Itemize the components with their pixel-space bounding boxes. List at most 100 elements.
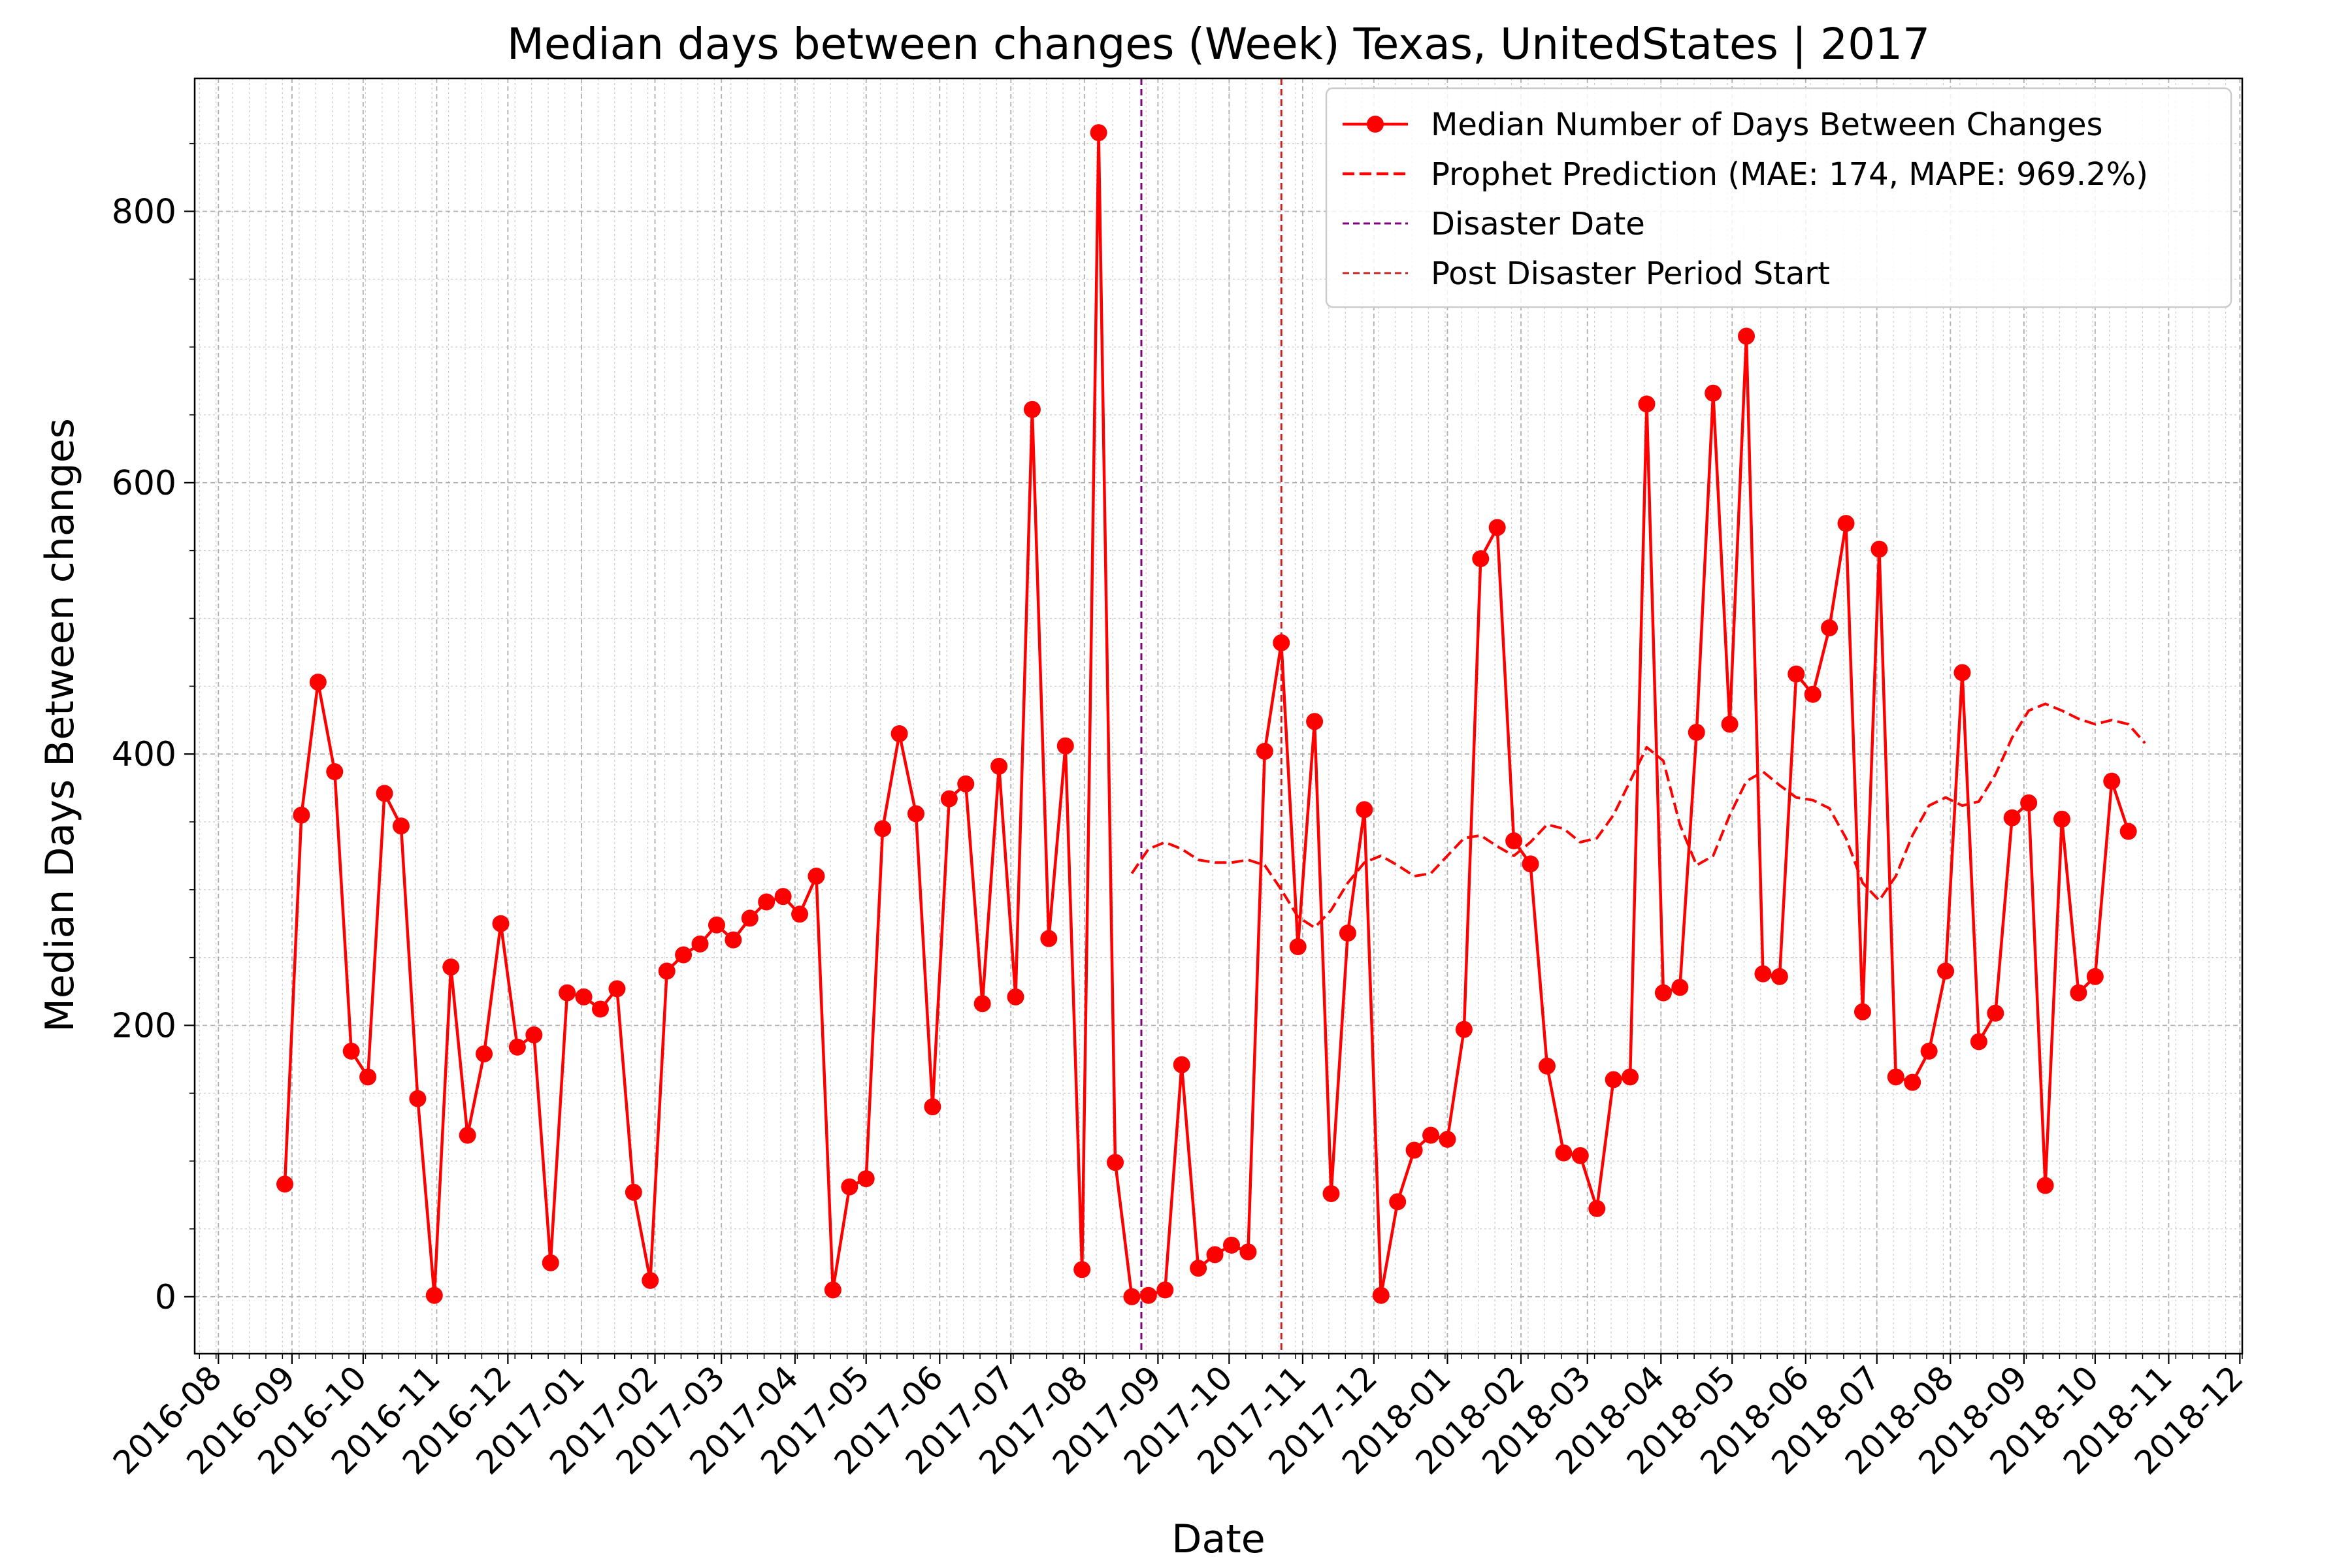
data-point: [1073, 1261, 1091, 1279]
y-tick-label: 800: [112, 193, 176, 232]
data-point: [1056, 737, 1074, 755]
data-point: [990, 757, 1008, 775]
data-point: [1488, 519, 1506, 536]
data-point: [276, 1175, 293, 1193]
data-point: [1671, 979, 1689, 996]
data-point: [2086, 968, 2104, 985]
data-point: [924, 1098, 941, 1116]
data-point: [1821, 619, 1838, 637]
data-point: [725, 931, 742, 949]
reference-lines: [1140, 78, 1282, 1354]
y-tick-label: 600: [112, 464, 176, 503]
data-point: [1455, 1021, 1473, 1038]
series-line-0: [283, 131, 2130, 1299]
data-point: [1505, 832, 1523, 850]
data-point: [625, 1183, 642, 1201]
data-point: [1987, 1004, 2004, 1022]
data-point: [309, 674, 327, 691]
data-point: [1389, 1193, 1407, 1211]
data-point: [2103, 772, 2121, 790]
data-point: [591, 1000, 609, 1018]
data-point: [1372, 1286, 1390, 1304]
data-point: [1239, 1243, 1257, 1261]
series-layer: [276, 124, 2146, 1305]
data-point: [1588, 1200, 1606, 1217]
data-point: [940, 790, 958, 808]
data-point: [326, 763, 344, 781]
data-point: [1123, 1288, 1141, 1305]
data-point: [691, 935, 709, 953]
data-point: [1654, 984, 1672, 1002]
data-point: [957, 775, 975, 792]
data-point: [359, 1068, 377, 1086]
data-point: [907, 805, 924, 823]
data-point: [608, 980, 626, 998]
plot-frame: [193, 77, 2244, 1355]
data-point: [1953, 664, 1971, 681]
data-point: [293, 806, 310, 824]
data-point: [2053, 810, 2071, 828]
data-point: [808, 868, 825, 885]
data-point: [874, 820, 892, 838]
data-point: [1090, 124, 1107, 142]
data-point: [1190, 1260, 1207, 1277]
data-point: [658, 962, 676, 980]
data-point: [758, 893, 776, 911]
data-point: [791, 906, 809, 923]
data-point: [2036, 1177, 2054, 1194]
data-point: [508, 1038, 526, 1056]
data-point: [1522, 855, 1539, 873]
data-point: [425, 1286, 443, 1304]
data-point: [559, 984, 576, 1002]
data-point: [2003, 809, 2021, 826]
data-point: [1173, 1056, 1190, 1073]
legend-label: Prophet Prediction (MAE: 174, MAPE: 969.…: [1431, 156, 2148, 193]
data-point: [1007, 988, 1024, 1005]
data-point: [1472, 550, 1490, 568]
data-point: [1605, 1071, 1622, 1088]
data-point: [1771, 968, 1788, 985]
legend-label: Median Number of Days Between Changes: [1431, 106, 2103, 143]
data-point: [442, 958, 460, 976]
data-point: [1887, 1068, 1904, 1086]
data-point: [774, 888, 792, 906]
data-point: [492, 915, 510, 932]
data-point: [675, 946, 693, 964]
data-point: [890, 725, 908, 742]
data-point: [476, 1045, 493, 1063]
data-point: [1970, 1033, 1987, 1051]
data-point: [1854, 1003, 1871, 1021]
data-point: [2070, 984, 2087, 1002]
data-point: [857, 1170, 875, 1188]
data-point: [1339, 924, 1356, 942]
data-point: [1705, 384, 1722, 402]
y-axis-label: Median Days Between changes: [37, 418, 83, 1032]
data-point: [1306, 713, 1324, 730]
data-point: [459, 1126, 476, 1144]
data-point: [708, 916, 725, 934]
data-point: [1405, 1141, 1423, 1159]
x-axis-label: Date: [1171, 1516, 1265, 1562]
data-point: [1289, 938, 1307, 956]
data-point: [1622, 1068, 1639, 1086]
data-point: [1439, 1130, 1456, 1148]
data-point: [1904, 1073, 1921, 1091]
data-point: [1837, 515, 1855, 532]
data-point: [1571, 1147, 1589, 1164]
data-point: [1107, 1154, 1124, 1171]
legend-marker: [1367, 116, 1384, 133]
data-point: [1538, 1057, 1556, 1075]
data-point: [1688, 723, 1705, 741]
y-tick-label: 200: [112, 1006, 176, 1045]
data-point: [1322, 1184, 1340, 1202]
data-point: [1788, 665, 1805, 683]
data-point: [392, 817, 410, 835]
data-point: [2119, 823, 2137, 840]
data-point: [1804, 685, 1821, 703]
data-point: [642, 1271, 659, 1289]
data-point: [409, 1090, 427, 1107]
data-point: [1738, 327, 1756, 345]
series-line-1: [1130, 702, 2146, 929]
data-point: [1422, 1126, 1440, 1144]
minor-grid: [195, 78, 2243, 1354]
